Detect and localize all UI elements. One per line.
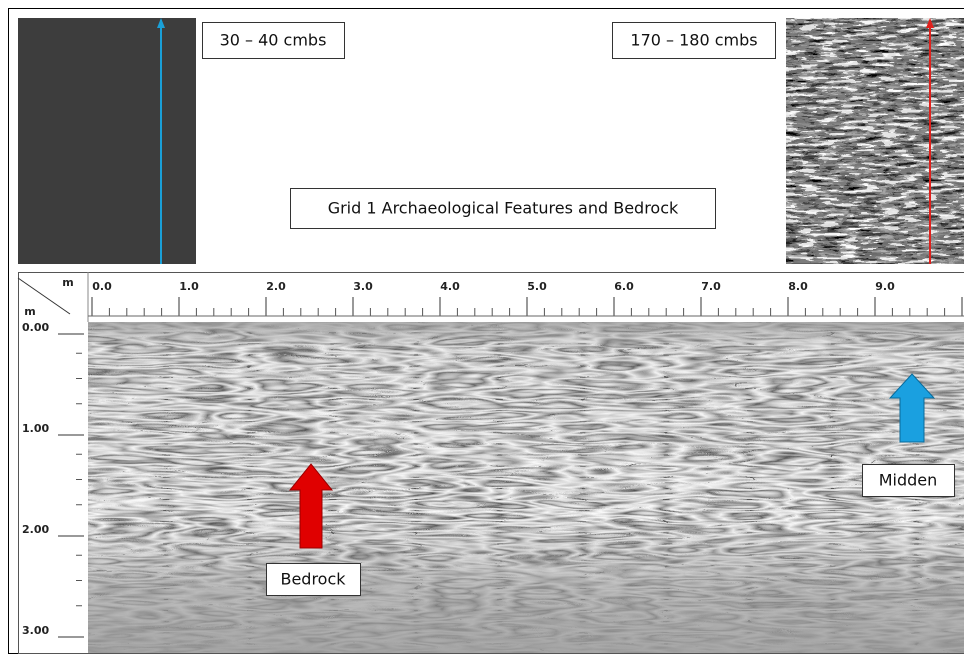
y-tick-label: 2.00 <box>22 523 49 536</box>
x-tick-label: 1.0 <box>179 280 199 293</box>
y-tick-label: 3.00 <box>22 624 49 637</box>
x-tick-label: 4.0 <box>440 280 460 293</box>
x-tick-label: 3.0 <box>353 280 373 293</box>
x-tick-label: 2.0 <box>266 280 286 293</box>
right-slice <box>786 18 964 264</box>
figure-title: Grid 1 Archaeological Features and Bedro… <box>328 199 679 218</box>
x-unit: m <box>62 276 73 289</box>
x-tick-label: 6.0 <box>614 280 634 293</box>
radargram-shade <box>88 322 964 653</box>
annotation: Midden <box>879 471 938 490</box>
x-tick-label: 0.0 <box>92 280 112 293</box>
right-label: 170 – 180 cmbs <box>630 31 757 50</box>
x-tick-label: 7.0 <box>701 280 721 293</box>
y-tick-label: 1.00 <box>22 422 49 435</box>
x-tick-label: 5.0 <box>527 280 547 293</box>
left-slice <box>18 18 196 264</box>
y-unit: m <box>24 305 35 318</box>
left-label: 30 – 40 cmbs <box>220 31 327 50</box>
y-tick-label: 0.00 <box>22 321 49 334</box>
x-tick-label: 8.0 <box>788 280 808 293</box>
x-tick-label: 9.0 <box>875 280 895 293</box>
annotation: Bedrock <box>280 570 346 589</box>
